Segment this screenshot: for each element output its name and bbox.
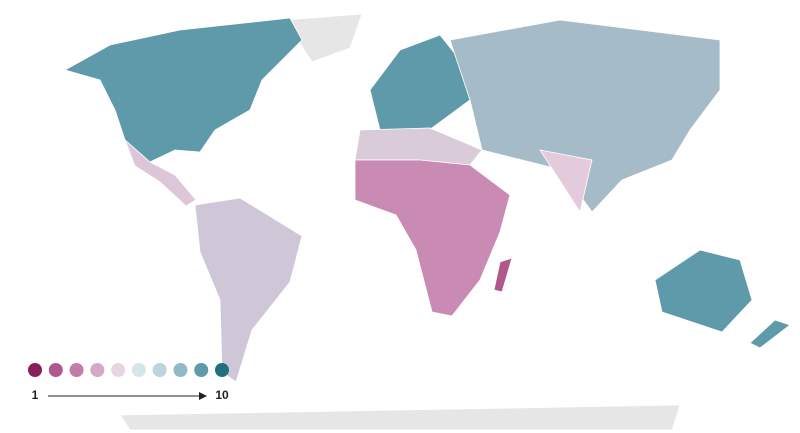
antarctica <box>119 404 681 431</box>
legend-swatch <box>131 363 146 377</box>
legend-min-label: 1 <box>32 388 39 402</box>
legend-swatch <box>152 363 167 377</box>
legend-swatch <box>215 363 229 377</box>
legend-swatch <box>173 363 188 377</box>
madagascar <box>493 257 513 293</box>
legend-max-label: 10 <box>215 388 229 402</box>
legend-swatch <box>69 363 84 377</box>
north-africa <box>354 127 483 166</box>
legend-swatch <box>90 363 105 377</box>
world <box>63 13 791 431</box>
legend-swatch <box>111 363 126 377</box>
central-america <box>124 139 197 207</box>
australia <box>654 249 753 333</box>
legend-swatch <box>28 363 42 377</box>
africa <box>354 159 511 317</box>
south-america <box>194 197 303 383</box>
new-zealand <box>749 319 791 349</box>
north-america <box>63 17 303 163</box>
legend <box>28 363 229 377</box>
india <box>539 149 593 214</box>
greenland <box>284 13 363 63</box>
legend-swatch <box>194 363 209 377</box>
legend-swatch <box>48 363 63 377</box>
